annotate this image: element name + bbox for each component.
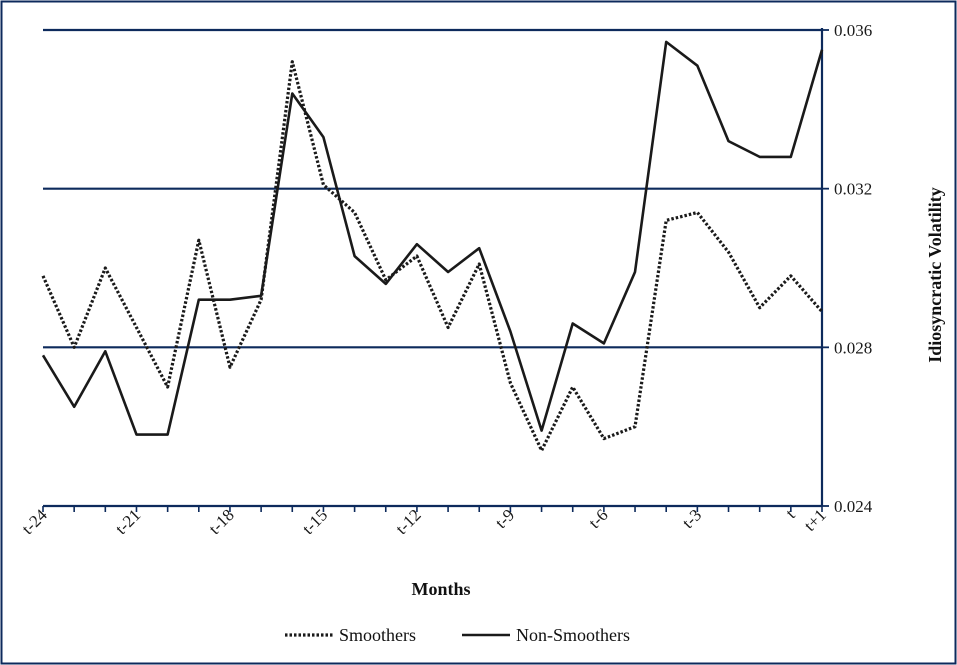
legend-label: Smoothers <box>339 625 416 645</box>
legend: Smoothers Non-Smoothers <box>285 625 630 645</box>
x-tick-label: t-9 <box>491 505 518 532</box>
series-line-non-smoothers <box>41 40 824 436</box>
series-line-smoothers <box>41 60 824 453</box>
x-tick-label: t-6 <box>585 505 612 532</box>
y-tick-label: 0.032 <box>834 180 872 199</box>
x-tick-label: t-24 <box>18 505 51 538</box>
x-tick-label: t-15 <box>298 505 331 538</box>
x-axis-title: Months <box>411 579 470 599</box>
y-axis-title: Idiosyncratic Volatility <box>925 187 945 363</box>
x-tick-label: t-12 <box>392 505 425 538</box>
y-tick-label: 0.024 <box>834 497 873 516</box>
x-tick-labels: t-24 t-21 t-18 t-15 t-12 t-9 t-6 t-3 t t+1 <box>18 505 830 538</box>
x-tick-label: t-21 <box>112 505 145 538</box>
y-tick-label: 0.036 <box>834 21 872 40</box>
x-tick-label: t+1 <box>800 505 830 535</box>
legend-label: Non-Smoothers <box>516 625 630 645</box>
gridlines <box>43 28 822 349</box>
x-tick-label: t-3 <box>678 505 705 532</box>
series-lines <box>41 40 824 453</box>
y-tick-label: 0.028 <box>834 338 872 357</box>
x-tick-label: t-18 <box>205 505 238 538</box>
axes <box>42 28 829 512</box>
y-tick-labels: 0.024 0.028 0.032 0.036 <box>834 21 873 516</box>
